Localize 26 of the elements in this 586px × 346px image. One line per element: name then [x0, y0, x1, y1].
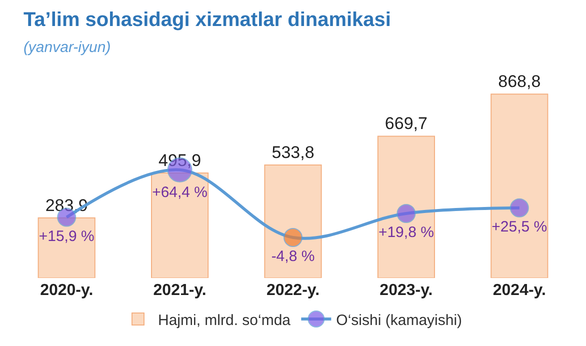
bar: [377, 136, 435, 278]
bar: [490, 94, 548, 278]
bar: [151, 172, 209, 278]
x-tick-label: 2020-y.: [40, 282, 94, 299]
point: [510, 198, 529, 218]
data-label: +25,5 %: [492, 218, 548, 236]
data-label: 868,8: [498, 72, 541, 92]
bar: [38, 217, 96, 278]
data-label: -4,8 %: [271, 248, 315, 265]
data-label: 669,7: [384, 114, 428, 134]
data-label: 495,9: [158, 151, 202, 170]
point: [284, 228, 302, 247]
legend-label: O‘sishi (kamayishi): [336, 312, 462, 329]
data-label: +19,8 %: [378, 224, 434, 241]
data-label: +15,9 %: [38, 228, 94, 245]
x-tick-label: 2022-y.: [266, 282, 320, 299]
point: [396, 204, 416, 223]
bar: [264, 164, 322, 278]
x-tick-label: 2024-y.: [492, 282, 546, 299]
chart-subtitle: (yanvar-iyun): [23, 38, 111, 56]
chart-title: Ta’lim sohasidagi xizmatlar dinamikasi: [23, 8, 391, 31]
legend-label: Hajmi, mlrd. so‘mda: [158, 312, 292, 329]
data-label: 533,8: [272, 142, 314, 162]
data-label: +64,4 %: [152, 184, 208, 202]
x-tick-label: 2021-y.: [153, 282, 206, 299]
x-tick-label: 2023-y.: [380, 282, 433, 299]
